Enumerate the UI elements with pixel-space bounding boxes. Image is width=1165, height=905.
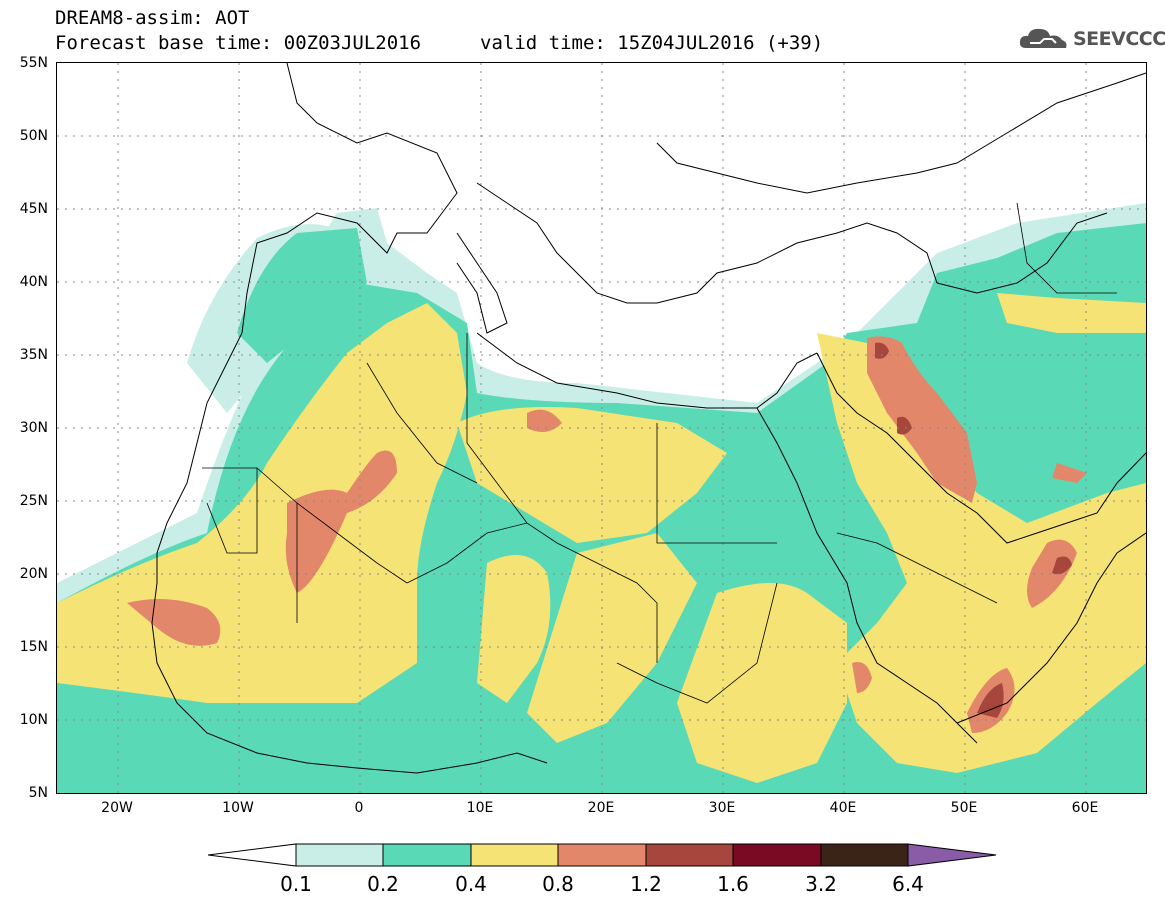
lon-label-50e: 50E <box>950 800 978 816</box>
cloud-icon <box>1019 28 1067 48</box>
colorbar-label-0-1: 0.1 <box>280 872 312 896</box>
lon-label-30e: 30E <box>708 800 736 816</box>
lon-label-40e: 40E <box>829 800 857 816</box>
lon-label-20w: 20W <box>101 800 133 816</box>
lat-label-10n: 10N <box>19 712 48 728</box>
country-borders <box>202 202 1117 704</box>
colorbar-swatch-0-2 <box>382 843 472 867</box>
map-title: DREAM8-assim: AOT <box>55 7 250 29</box>
colorbar-swatch-0-8 <box>557 843 647 867</box>
lat-label-20n: 20N <box>19 566 48 582</box>
colorbar-label-1-2: 1.2 <box>630 872 662 896</box>
forecast-base-time: Forecast base time: 00Z03JUL2016 <box>55 32 422 54</box>
lon-label-10e: 10E <box>466 800 494 816</box>
aot-band-0-8 <box>127 336 1087 733</box>
lat-label-55n: 55N <box>19 55 48 71</box>
graticule <box>57 63 1146 793</box>
lat-label-40n: 40N <box>19 274 48 290</box>
lat-label-15n: 15N <box>19 639 48 655</box>
logo-text: SEEVCCC <box>1073 28 1165 50</box>
aot-band-0-4 <box>57 293 1146 783</box>
lat-label-50n: 50N <box>19 128 48 144</box>
lon-label-10w: 10W <box>222 800 254 816</box>
colorbar-label-6-4: 6.4 <box>892 872 924 896</box>
lat-label-45n: 45N <box>19 201 48 217</box>
colorbar-swatch-0-4 <box>470 843 559 867</box>
colorbar-label-0-4: 0.4 <box>455 872 487 896</box>
lon-label-20e: 20E <box>587 800 615 816</box>
colorbar-label-0-8: 0.8 <box>542 872 574 896</box>
colorbar-label-0-2: 0.2 <box>367 872 399 896</box>
lat-label-30n: 30N <box>19 420 48 436</box>
aot-colorbar <box>208 843 997 867</box>
colorbar-label-3-2: 3.2 <box>805 872 837 896</box>
aot-band-1-2 <box>875 342 1072 718</box>
aot-map-svg <box>57 63 1146 793</box>
aot-map <box>56 62 1147 794</box>
colorbar-swatch-1-2 <box>645 843 734 867</box>
valid-time: valid time: 15Z04JUL2016 (+39) <box>480 32 824 54</box>
lat-label-35n: 35N <box>19 347 48 363</box>
colorbar-swatch-1-6 <box>732 843 822 867</box>
colorbar-swatch-0-1 <box>295 843 384 867</box>
colorbar-label-1-6: 1.6 <box>717 872 749 896</box>
colorbar-min-arrow <box>208 843 297 867</box>
lat-label-25n: 25N <box>19 493 48 509</box>
colorbar-swatch-3-2 <box>820 843 909 867</box>
lon-label-0: 0 <box>354 800 364 816</box>
lon-label-60e: 60E <box>1071 800 1099 816</box>
colorbar-max-arrow <box>907 843 997 867</box>
coastlines <box>151 63 1146 774</box>
lat-label-5n: 5N <box>28 785 48 801</box>
seevccc-logo: SEEVCCC <box>1018 26 1165 52</box>
